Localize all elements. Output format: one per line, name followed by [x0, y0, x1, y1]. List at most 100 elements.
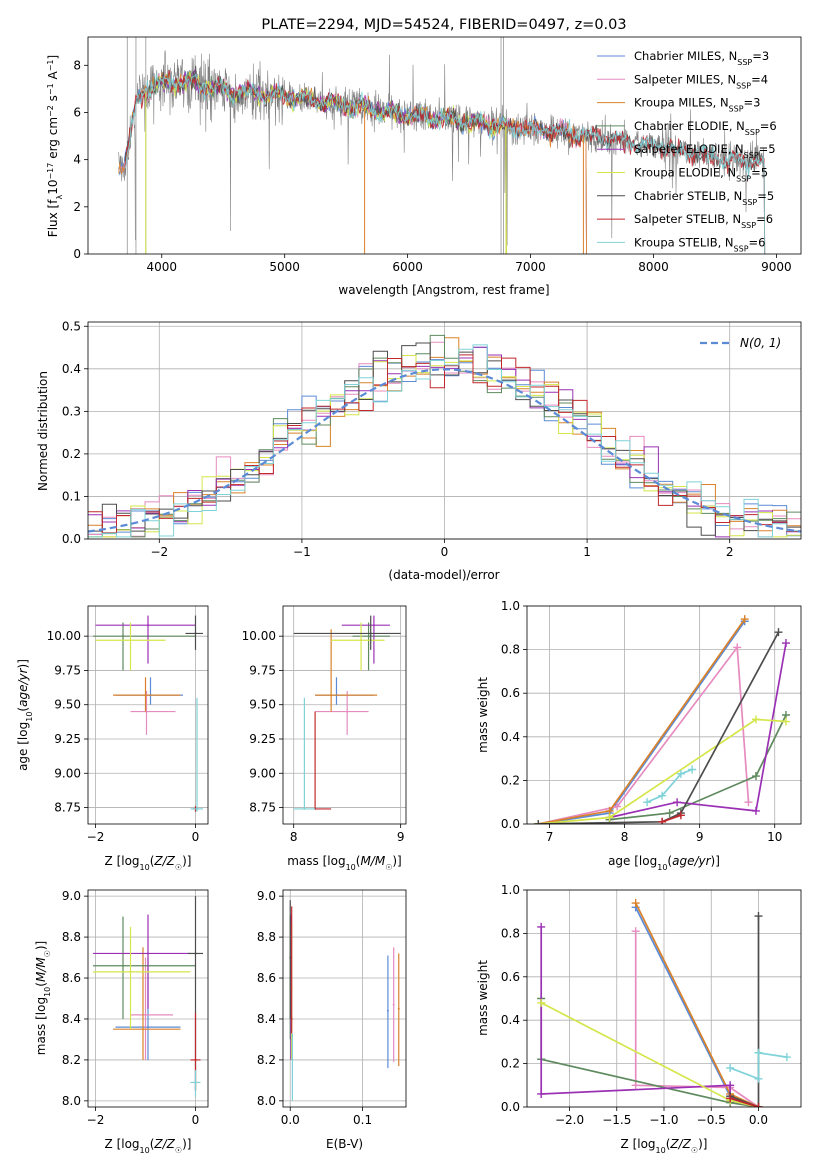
x-tick-label: −2.0	[555, 1113, 584, 1127]
axes-spectrum: 4000 5000 6000 7000 8000 9000 0 2 4 6 8 Chabrier MI…	[46, 36, 802, 297]
data-point	[346, 710, 349, 713]
plus-marker	[676, 811, 685, 820]
x-tick-label: 8	[621, 830, 629, 844]
plus-marker	[751, 806, 760, 815]
y-axis-label: mass weight	[476, 960, 490, 1036]
plus-marker	[726, 1081, 735, 1090]
label-part: Flux [f	[46, 199, 60, 237]
x-axis-label: (data-model)/error	[388, 568, 499, 582]
series-line	[729, 1097, 759, 1107]
axes-mass-vs-EBV: 0.0 0.1 8.0 8.2 8.4 8.6 8.8 9.0 E(B-V)	[257, 889, 407, 1151]
y-tick-label: 8.4	[257, 1012, 276, 1026]
label-part: SSP	[734, 244, 749, 253]
label-part: ☉	[175, 1146, 182, 1155]
label-part: (	[16, 707, 30, 712]
label-part: Z [log	[621, 1137, 656, 1151]
y-tick-label: 1.0	[501, 883, 520, 897]
x-tick-label: 9	[696, 830, 704, 844]
series-line	[540, 926, 759, 1107]
plus-marker	[781, 639, 790, 648]
x-tick-label: 0	[192, 830, 200, 844]
data-point	[386, 1009, 389, 1012]
plus-marker	[744, 798, 753, 807]
y-tick-label: 0.4	[501, 730, 520, 744]
histogram-step	[88, 354, 801, 534]
label-part: −1	[46, 59, 55, 71]
label-part: Z/Z	[153, 1137, 175, 1151]
plus-marker	[665, 809, 674, 818]
y-tick-label: 0.8	[501, 643, 520, 657]
axes-frame	[526, 889, 802, 1108]
plus-marker	[726, 1094, 735, 1103]
y-tick-label: 0.4	[501, 1013, 520, 1027]
label-part: M/M	[34, 957, 48, 982]
label-part: SSP	[736, 81, 751, 90]
axes-weight-vs-Z: −2.0 −1.5 −1.0 −0.5 0.0 0.0 0.2 0.4 0.6 0.8 1.0 Z […	[476, 883, 802, 1155]
figure-title: PLATE=2294, MJD=54524, FIBERID=0497, z=0…	[261, 17, 626, 33]
y-tick-label: 8.2	[257, 1053, 276, 1067]
label-part: s	[46, 95, 60, 105]
y-tick-label: 9.00	[54, 766, 81, 780]
y-tick-label: 8.75	[249, 801, 276, 815]
label-part: =5	[759, 142, 776, 156]
label-part: ☉	[385, 863, 392, 872]
plot-area	[88, 334, 801, 538]
label-part: )]	[392, 854, 401, 868]
y-tick-label: 8.0	[62, 1094, 81, 1108]
label-part: ]	[46, 55, 60, 60]
label-part: Kroupa STELIB, N	[634, 235, 734, 249]
label-part: (	[150, 854, 155, 868]
axes-frame	[526, 605, 802, 825]
label-part: SSP	[745, 127, 760, 136]
label-part: =3	[752, 49, 769, 63]
label-part: −2	[46, 105, 55, 117]
plus-marker	[733, 643, 742, 652]
x-axis-label: Z [log10(Z/Z☉)]	[105, 854, 192, 872]
data-point	[397, 1007, 400, 1010]
y-tick-label: 0	[73, 247, 81, 261]
data-point	[303, 807, 306, 810]
data-point	[194, 1081, 197, 1084]
y-tick-label: 10.00	[242, 629, 276, 643]
legend-entry: Salpeter STELIB, NSSP=6	[634, 212, 773, 230]
label-part: SSP	[742, 197, 757, 206]
plus-marker	[658, 791, 667, 800]
plus-marker	[534, 820, 543, 824]
histogram-step	[88, 344, 801, 538]
series-line	[538, 631, 780, 824]
plus-marker	[537, 922, 546, 931]
plus-marker	[537, 1089, 546, 1098]
x-tick-label: 2	[726, 545, 734, 559]
data-point	[122, 964, 124, 967]
label-part: ☉	[43, 950, 52, 957]
series-line	[646, 768, 693, 803]
axes-frame	[87, 321, 802, 540]
data-point	[194, 632, 197, 635]
data-point	[372, 624, 375, 627]
data-point	[147, 952, 149, 955]
label-part: age [log	[608, 854, 657, 868]
y-tick-label: 10.00	[47, 629, 81, 643]
plus-marker	[658, 817, 667, 824]
x-tick-label: 0.0	[281, 1113, 300, 1127]
series-line	[634, 907, 759, 1107]
plot-area	[289, 900, 400, 1101]
data-point	[147, 1026, 149, 1029]
label-part: λ	[55, 195, 64, 200]
x-axis-label: Z [log10(Z/Z☉)]	[105, 1137, 192, 1155]
plus-marker	[726, 1063, 735, 1072]
label-part: Z [log	[105, 1137, 140, 1151]
y-tick-label: 0.6	[501, 970, 520, 984]
plot-area	[93, 615, 203, 812]
y-tick-label: 4	[73, 153, 81, 167]
plus-marker	[613, 802, 622, 811]
legend-entry: Kroupa MILES, NSSP=3	[634, 96, 760, 114]
x-tick-label: 10	[767, 830, 782, 844]
data-point	[330, 694, 333, 697]
x-axis-label: E(B-V)	[326, 1137, 363, 1151]
axes-residuals: −2 −1 0 1 2 0.0 0.1 0.2 0.3 0.4 0.5 N(0, 1) (data-mo…	[36, 319, 802, 582]
label-part: =3	[744, 96, 761, 110]
plus-marker	[754, 1103, 763, 1107]
